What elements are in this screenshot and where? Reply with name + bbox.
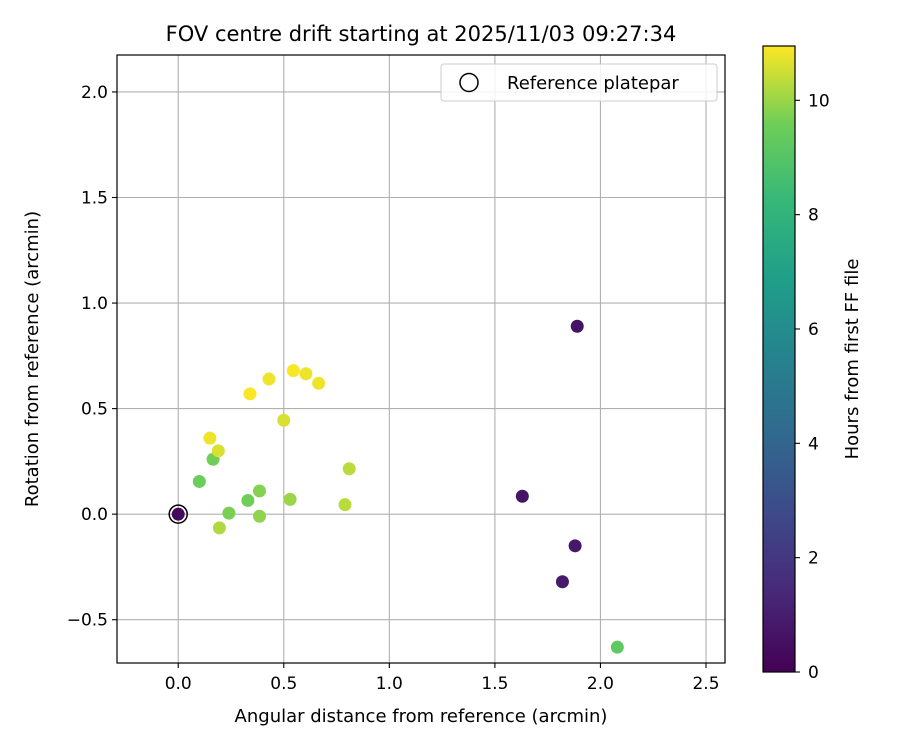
data-point [241,493,255,507]
y-tick-label: 1.5 [81,189,108,209]
x-tick-label: 0.0 [165,674,192,694]
data-point [262,372,276,386]
data-point [277,413,291,427]
colorbar-tick-label: 4 [808,434,819,454]
x-tick-label: 0.5 [270,674,297,694]
data-point [243,387,257,401]
x-axis-label: Angular distance from reference (arcmin) [235,706,608,727]
y-tick-label: 2.0 [81,83,108,103]
legend-entry-label: Reference platepar [507,73,679,94]
y-tick-label: 0.0 [81,505,108,525]
chart-title: FOV centre drift starting at 2025/11/03 … [166,22,677,46]
colorbar-gradient [762,45,796,673]
y-axis-ticks: −0.5 0.0 0.5 1.0 1.5 2.0 [67,83,117,631]
data-point [283,492,297,506]
data-point [171,507,185,521]
x-axis-ticks: 0.0 0.5 1.0 1.5 2.0 2.5 [165,663,720,694]
data-point [203,431,217,445]
legend: Reference platepar [440,63,718,102]
y-tick-label: 0.5 [81,400,108,420]
legend-reference-marker [459,72,479,93]
colorbar-ticks: 0 2 4 6 8 10 [795,91,830,683]
data-point [568,539,582,553]
data-point [570,319,584,333]
colorbar-tick-label: 10 [808,91,830,111]
data-point [515,489,529,503]
x-tick-label: 1.0 [376,674,403,694]
data-point [299,367,313,381]
colorbar-label: Hours from first FF file [842,259,863,460]
x-tick-label: 2.0 [587,674,614,694]
data-point [286,364,300,378]
data-point [253,484,266,498]
x-tick-label: 2.5 [692,674,719,694]
data-point [192,474,206,488]
legend-box [440,63,718,102]
data-point [342,462,356,476]
grid-lines [117,55,725,663]
data-point [338,498,352,512]
y-axis-label: Rotation from reference (arcmin) [22,211,43,507]
colorbar-tick-label: 2 [808,549,819,569]
data-point [212,521,226,535]
data-point [555,575,569,589]
reference-platepar-marker [168,504,188,524]
x-tick-label: 1.5 [481,674,508,694]
data-point [312,376,326,390]
data-point [222,506,236,520]
colorbar-tick-label: 6 [808,320,819,340]
colorbar-tick-label: 8 [808,206,819,226]
scatter-points [168,319,624,654]
colorbar-tick-label: 0 [808,663,819,683]
plot-frame [116,54,726,664]
data-point [610,640,624,654]
data-point [211,444,225,458]
y-tick-label: 1.0 [81,294,108,314]
y-tick-label: −0.5 [67,611,108,631]
data-point [253,509,266,523]
colorbar: 0 2 4 6 8 10 Hours from first FF file [762,45,863,683]
